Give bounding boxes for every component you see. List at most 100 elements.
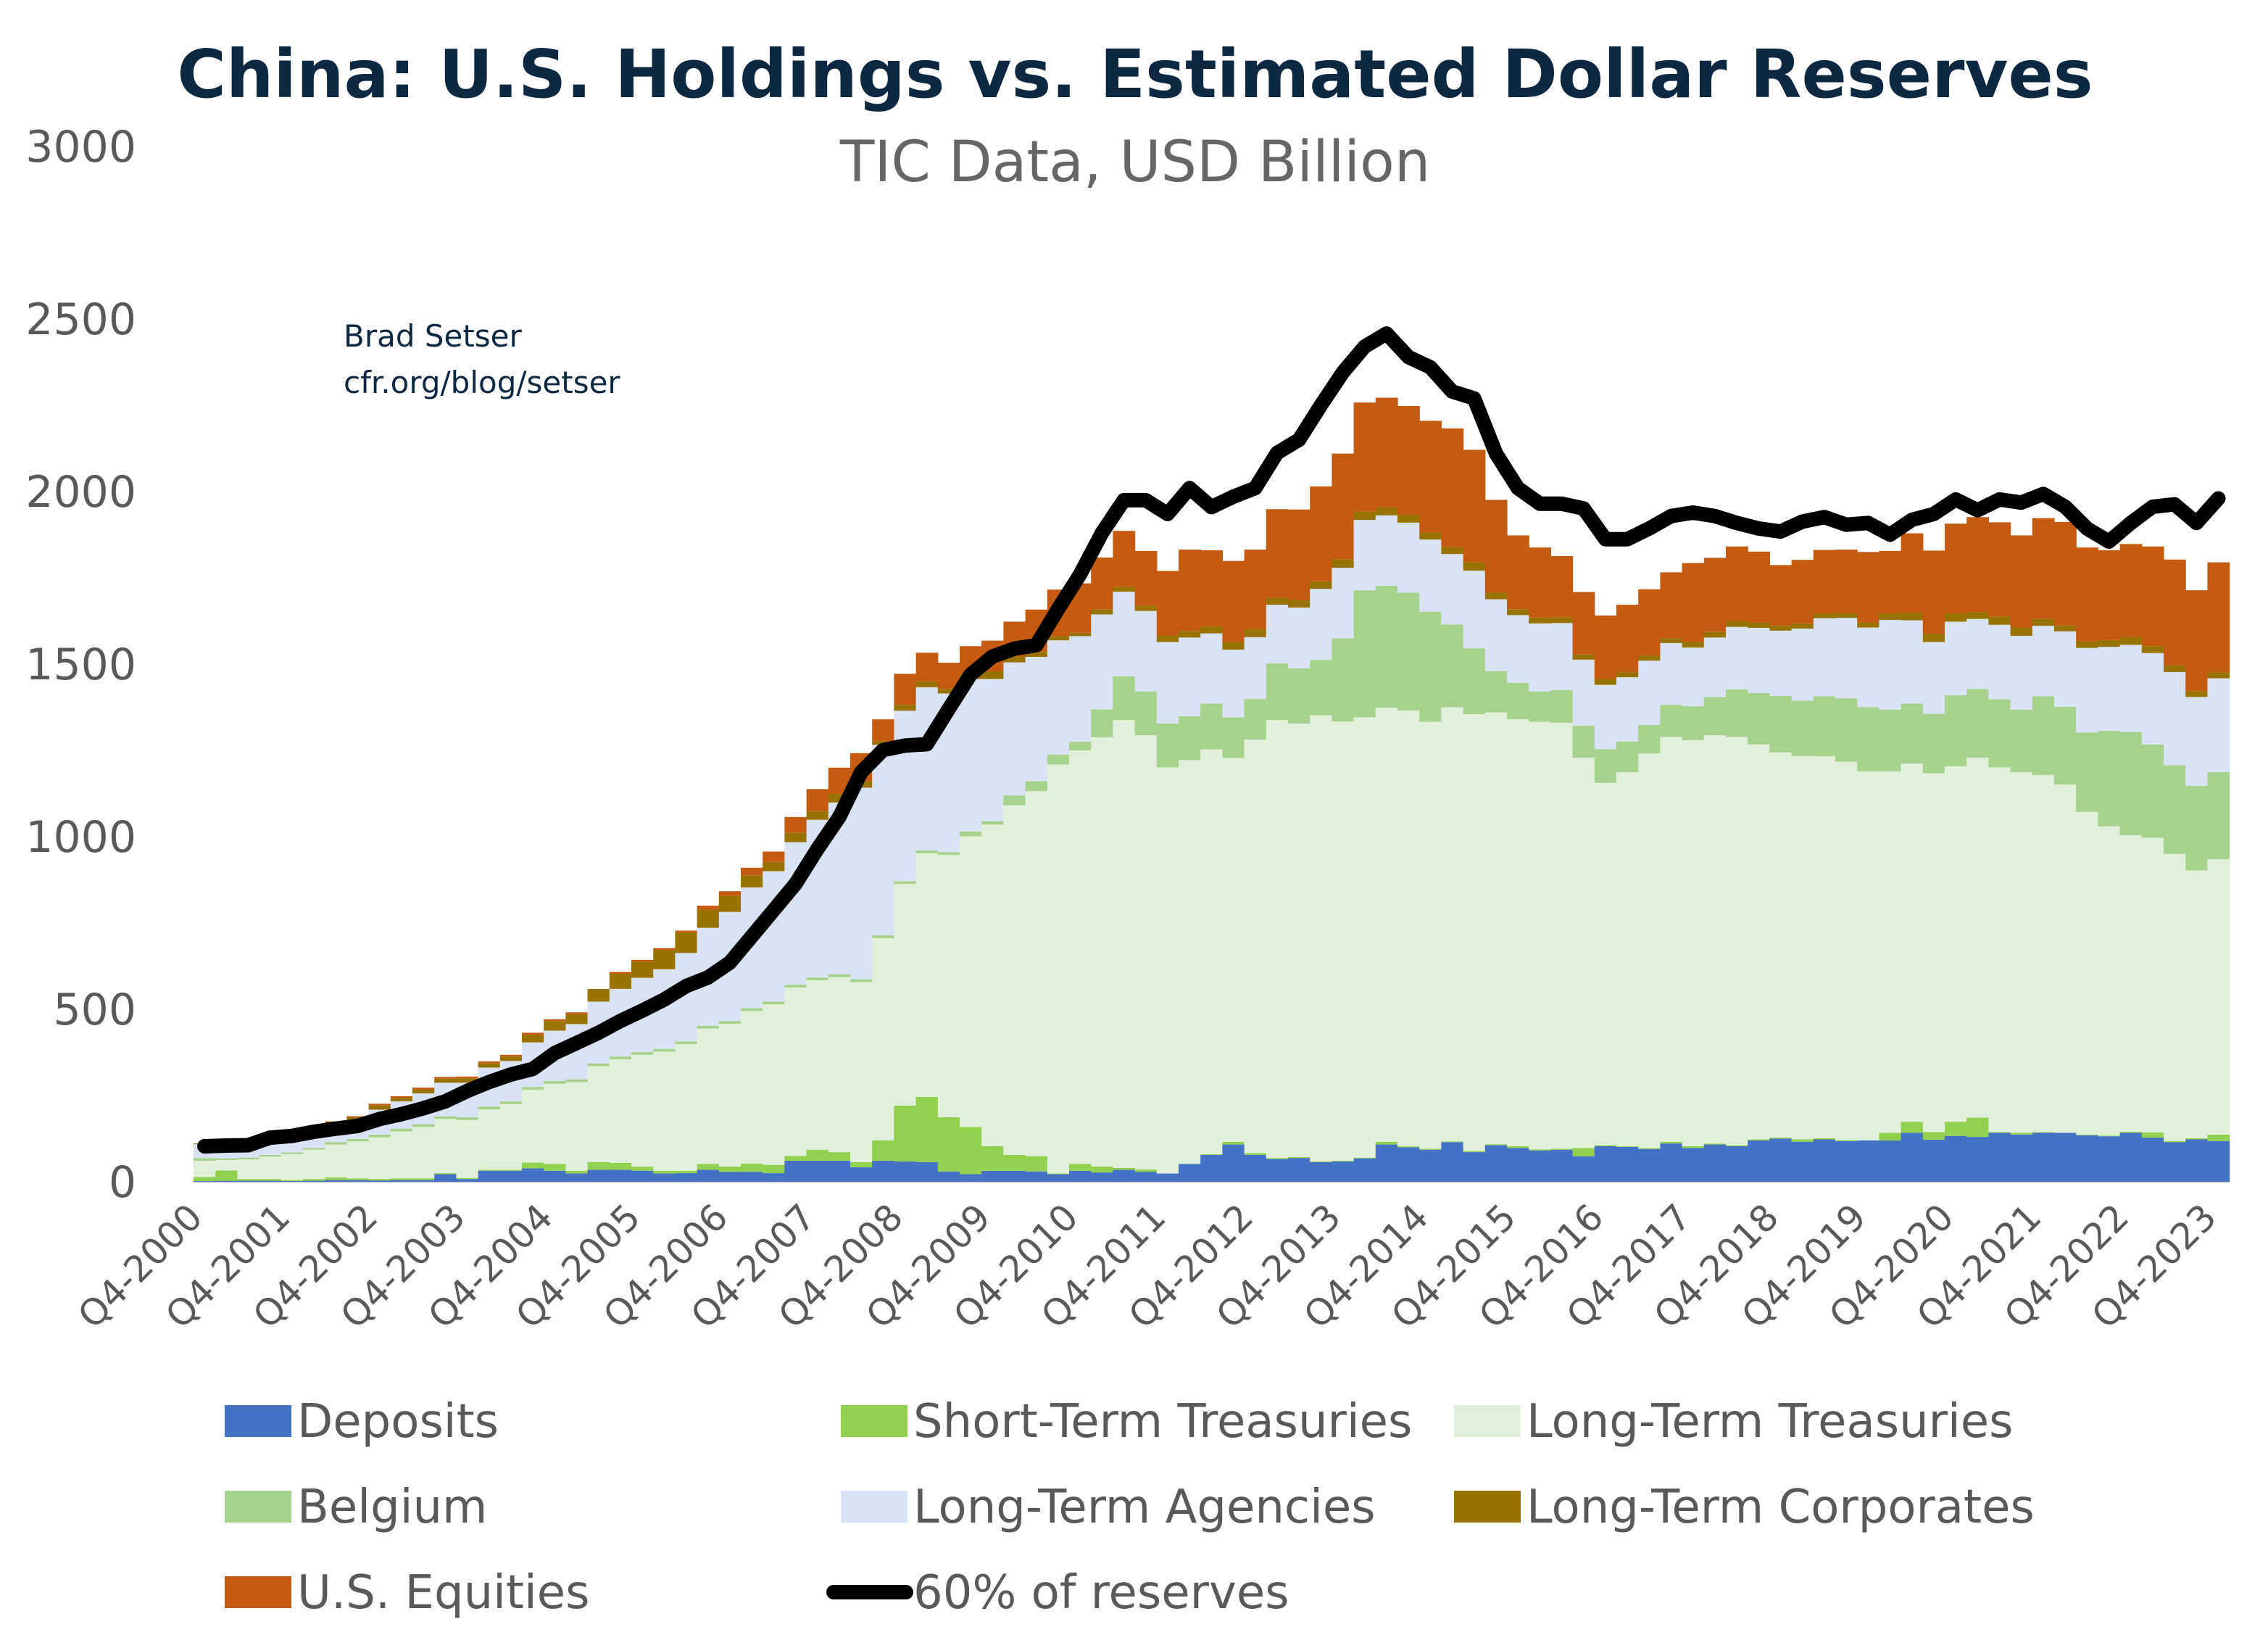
bar-belgium <box>1156 723 1179 768</box>
bar-u-s-equities <box>478 1061 501 1064</box>
bar-long-term-corporates <box>1288 600 1310 608</box>
bar-belgium <box>1091 709 1113 737</box>
bar-belgium <box>1703 697 1727 736</box>
bar-u-s-equities <box>1113 531 1136 587</box>
bar-long-term-agencies <box>1901 620 1924 704</box>
bar-deposits <box>544 1170 566 1182</box>
bar-short-term-treasuries <box>1660 1141 1683 1144</box>
bar-u-s-equities <box>368 1104 391 1106</box>
bar-long-term-corporates <box>1156 635 1179 642</box>
bar-short-term-treasuries <box>1091 1167 1113 1173</box>
bar-short-term-treasuries <box>215 1170 238 1181</box>
bar-long-term-treasuries <box>1156 767 1179 1174</box>
bar-short-term-treasuries <box>1222 1141 1245 1145</box>
bar-long-term-treasuries <box>960 836 982 1127</box>
bar-deposits <box>2098 1136 2121 1182</box>
bar-u-s-equities <box>2076 547 2098 642</box>
bar-belgium <box>565 1079 589 1082</box>
bar-short-term-treasuries <box>194 1177 216 1182</box>
bar-u-s-equities <box>1879 550 1902 614</box>
bar-short-term-treasuries <box>1069 1164 1092 1171</box>
bar-long-term-agencies <box>1463 571 1486 649</box>
bar-short-term-treasuries <box>1507 1146 1529 1148</box>
bar-long-term-agencies <box>2164 671 2186 766</box>
bar-u-s-equities <box>456 1076 479 1079</box>
bar-short-term-treasuries <box>850 1162 873 1168</box>
bar-deposits <box>499 1170 523 1182</box>
bar-deposits <box>718 1172 742 1182</box>
bar-deposits <box>631 1170 654 1182</box>
bar-deposits <box>1901 1133 1924 1182</box>
bar-belgium <box>1069 742 1092 750</box>
bar-long-term-corporates <box>2010 627 2033 636</box>
bar-long-term-agencies <box>2010 635 2033 710</box>
bar-deposits <box>1988 1133 2011 1182</box>
bar-long-term-agencies <box>1507 615 1529 683</box>
bar-u-s-equities <box>2098 550 2121 640</box>
legend-item-long-term-treasuries: Long-Term Treasuries <box>1454 1395 2013 1449</box>
bar-long-term-corporates <box>1529 617 1551 624</box>
bar-long-term-corporates <box>1835 613 1858 618</box>
bar-deposits <box>1966 1137 1989 1182</box>
bar-belgium <box>1813 696 1836 757</box>
bar-deposits <box>2207 1140 2230 1182</box>
bar-belgium <box>544 1081 566 1084</box>
bar-short-term-treasuries <box>544 1164 566 1171</box>
bar-u-s-equities <box>1441 428 1464 547</box>
bar-u-s-equities <box>522 1032 544 1035</box>
bar-long-term-agencies <box>2119 645 2143 732</box>
x-axis: Q4-2000Q4-2001Q4-2002Q4-2003Q4-2004Q4-20… <box>70 1182 2230 1337</box>
bar-long-term-treasuries <box>718 1023 742 1167</box>
bar-short-term-treasuries <box>346 1178 370 1180</box>
bar-belgium <box>1857 707 1879 772</box>
bar-belgium <box>653 1048 676 1052</box>
bar-long-term-agencies <box>850 787 873 980</box>
bar-long-term-agencies <box>1813 618 1836 697</box>
bar-short-term-treasuries <box>1748 1139 1770 1140</box>
bar-long-term-treasuries <box>565 1082 589 1171</box>
bar-long-term-corporates <box>522 1035 544 1043</box>
bar-long-term-corporates <box>1901 613 1924 621</box>
bar-deposits <box>2054 1133 2077 1182</box>
bar-belgium <box>1397 592 1420 711</box>
bar-belgium <box>741 1008 763 1011</box>
bar-belgium <box>1419 611 1442 722</box>
bar-belgium <box>1616 741 1639 772</box>
bar-u-s-equities <box>697 906 720 910</box>
bar-belgium <box>1901 703 1924 764</box>
bar-u-s-equities <box>2054 521 2077 626</box>
bar-short-term-treasuries <box>2185 1138 2208 1140</box>
bar-long-term-treasuries <box>1244 740 1267 1154</box>
bar-long-term-agencies <box>1966 618 1989 690</box>
bar-short-term-treasuries <box>1572 1148 1595 1156</box>
bar-deposits <box>2141 1138 2164 1182</box>
bar-long-term-corporates <box>434 1078 457 1083</box>
bar-belgium <box>1638 724 1661 754</box>
bar-long-term-treasuries <box>763 1004 785 1165</box>
bar-deposits <box>1726 1146 1748 1182</box>
bar-deposits <box>2032 1133 2055 1182</box>
bar-short-term-treasuries <box>1922 1132 1945 1140</box>
bar-deposits <box>1353 1158 1376 1182</box>
bar-long-term-corporates <box>1200 626 1223 634</box>
bar-short-term-treasuries <box>653 1170 676 1174</box>
bar-deposits <box>1047 1174 1070 1182</box>
bar-long-term-corporates <box>2164 665 2186 672</box>
bar-long-term-treasuries <box>1025 791 1048 1156</box>
bar-belgium <box>1769 695 1793 753</box>
bar-deposits <box>2076 1135 2098 1182</box>
bar-deposits <box>1266 1159 1289 1182</box>
bar-short-term-treasuries <box>368 1179 391 1181</box>
bar-u-s-equities <box>2119 544 2143 637</box>
bar-short-term-treasuries <box>718 1167 742 1172</box>
author-annotation: Brad Setser <box>344 318 523 354</box>
bar-u-s-equities <box>1813 550 1836 614</box>
bar-long-term-agencies <box>894 711 917 882</box>
bar-belgium <box>1791 700 1814 756</box>
bar-long-term-treasuries <box>1529 721 1551 1150</box>
bar-belgium <box>1748 692 1770 745</box>
bar-long-term-agencies <box>1310 589 1332 661</box>
bar-long-term-treasuries <box>2010 771 2033 1133</box>
bar-long-term-treasuries <box>1879 771 1902 1133</box>
bar-long-term-corporates <box>741 875 763 887</box>
